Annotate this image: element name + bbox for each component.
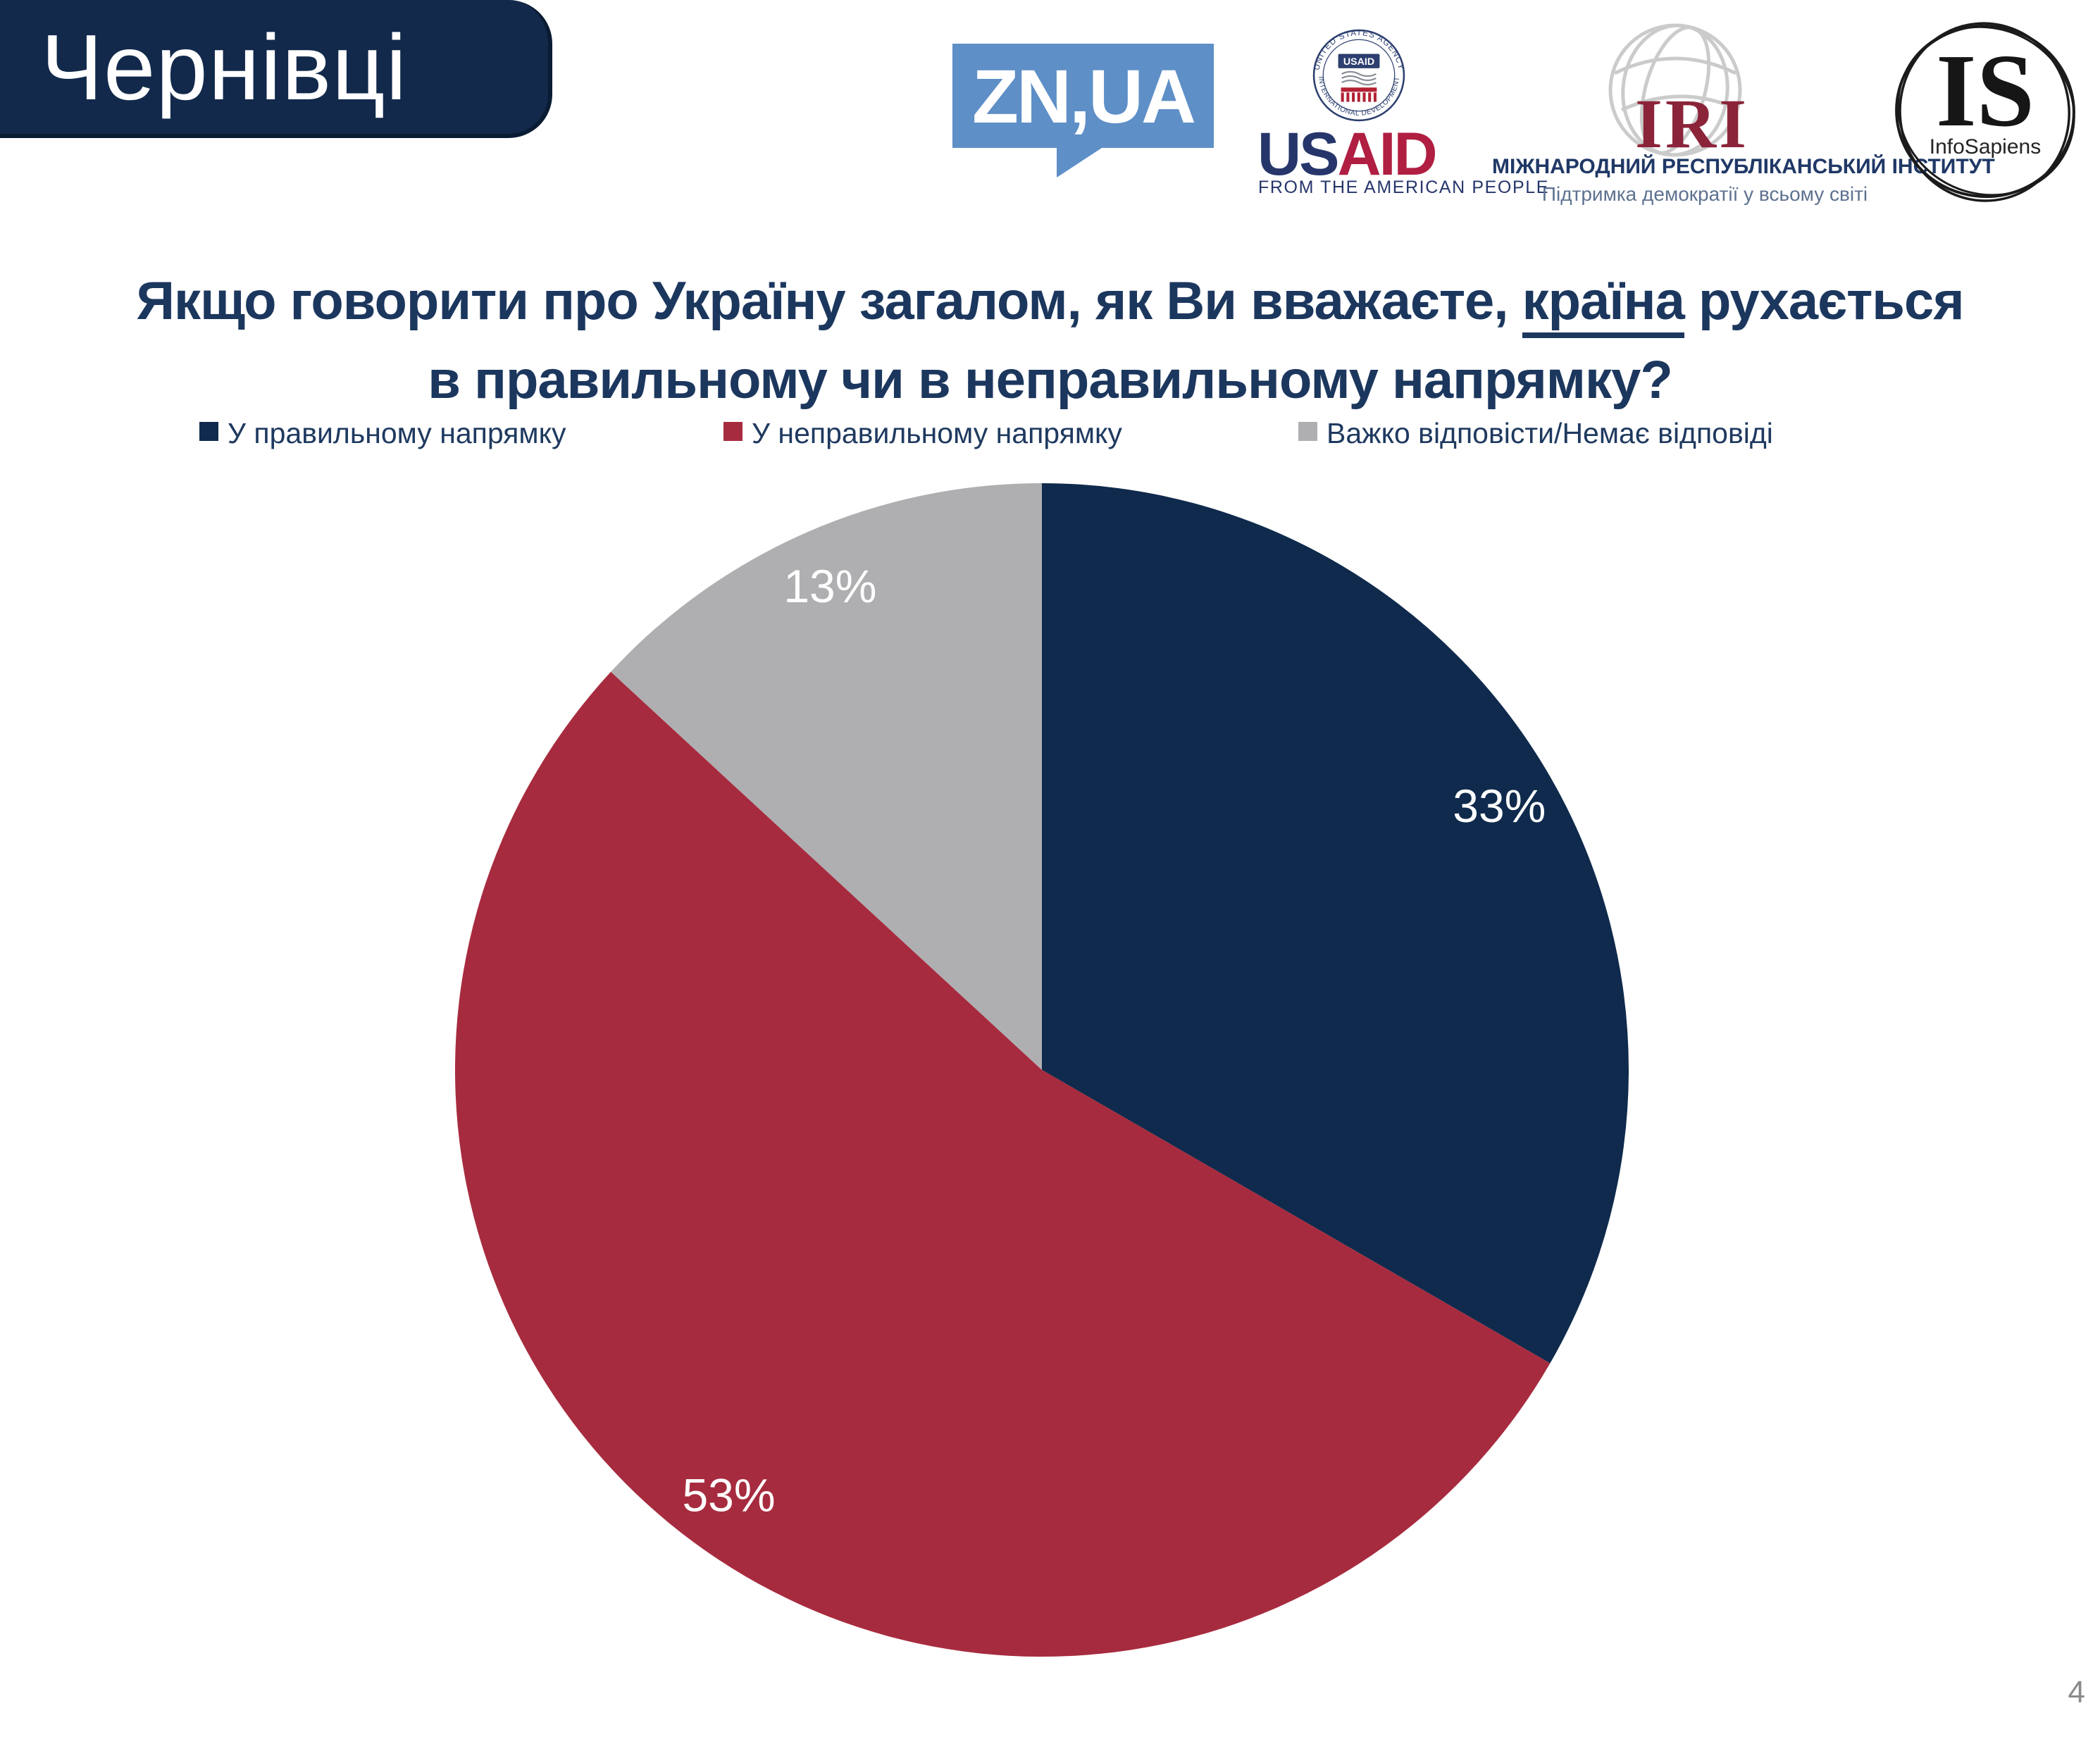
znua-logo-speech-tail (1057, 148, 1102, 177)
legend-label: У правильному напрямку (228, 417, 566, 449)
pie-chart: 33% 53% 13% (454, 483, 1629, 1657)
znua-logo: ZN,UA (952, 44, 1214, 148)
legend-item-right-direction: У правильному напрямку (199, 417, 566, 450)
znua-logo-text: ZN,UA (972, 53, 1196, 139)
question-part2: рухається (1684, 271, 1965, 331)
legend-label: Важко відповісти/Немає відповіді (1327, 417, 1773, 449)
page-number: 4 (2068, 1675, 2085, 1709)
usaid-wordmark-us: US (1257, 120, 1339, 188)
usaid-seal-icon: UNITED STATES AGENCY INTERNATIONAL DEVEL… (1312, 28, 1405, 122)
iri-logo-text: IRI (1634, 85, 1750, 163)
legend-item-wrong-direction: У неправильному напрямку (723, 417, 1122, 450)
handshake-icon (1341, 70, 1377, 86)
legend-marker-red (723, 422, 743, 441)
infosapiens-logo-text: IS (1936, 33, 2034, 149)
question-underlined-word: країна (1522, 271, 1685, 338)
pie-label-2: 13% (783, 560, 876, 612)
iri-institute-name: МІЖНАРОДНИЙ РЕСПУБЛІКАНСЬКИЙ ІНСТИТУТ (1492, 155, 1995, 178)
pie-label-1: 53% (682, 1469, 775, 1521)
usaid-wordmark: USAID (1257, 120, 1469, 189)
question-line-2: в правильному чи в неправильному напрямк… (428, 350, 1673, 410)
usaid-tagline: FROM THE AMERICAN PEOPLE (1258, 177, 1550, 197)
usaid-wordmark-aid: AID (1337, 120, 1437, 188)
pie-slice-0 (1042, 483, 1629, 1364)
question-part1: Якщо говорити про Україну загалом, як Ви… (136, 271, 1522, 331)
iri-globe-icon (1608, 23, 1742, 157)
legend-label: У неправильному напрямку (752, 417, 1122, 449)
usaid-stripes-icon (1341, 87, 1377, 102)
region-header-band: Чернівці (0, 0, 552, 138)
iri-text-block: МІЖНАРОДНИЙ РЕСПУБЛІКАНСЬКИЙ ІНСТИТУТ Пі… (1492, 155, 1995, 206)
question-title: Якщо говорити про Україну загалом, як Ви… (0, 262, 2100, 420)
pie-slice-2 (611, 483, 1042, 1070)
pie-slice-1 (454, 671, 1551, 1657)
infosapiens-rings-icon (1895, 22, 2075, 202)
usaid-seal-center-label: USAID (1343, 56, 1374, 68)
iri-tagline: Підтримка демократії у всьому світі (1541, 183, 1868, 205)
legend-item-hard-to-answer: Важко відповісти/Немає відповіді (1298, 417, 1773, 450)
legend-marker-gray (1298, 422, 1317, 441)
legend-marker-navy (199, 422, 218, 441)
infosapiens-name: InfoSapiens (1929, 135, 2042, 158)
pie-label-0: 33% (1453, 780, 1546, 832)
question-line-1: Якщо говорити про Україну загалом, як Ви… (0, 262, 2100, 341)
region-title: Чернівці (41, 15, 408, 119)
